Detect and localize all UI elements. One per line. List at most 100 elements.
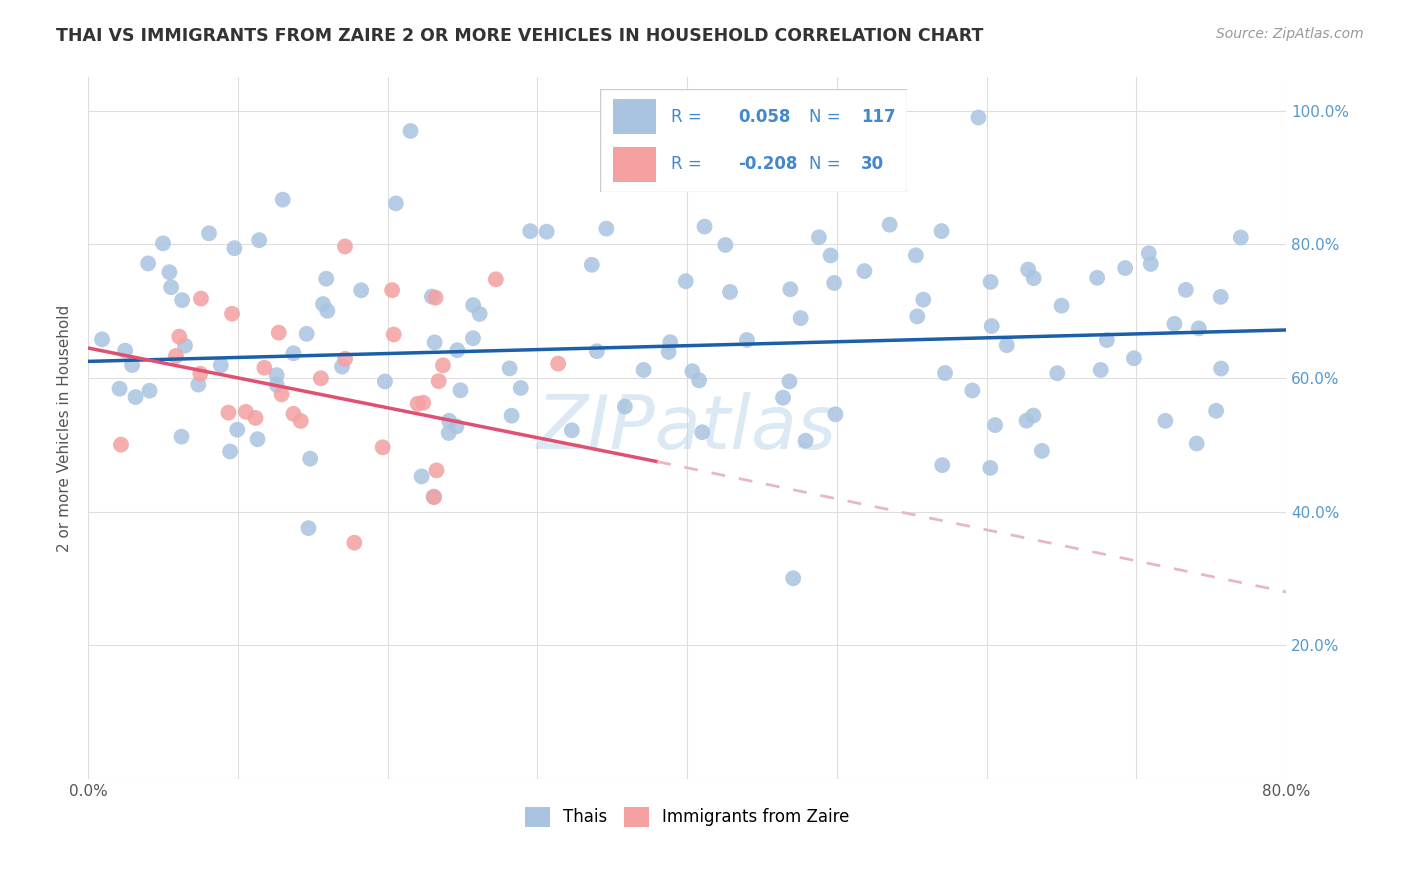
Point <box>536 225 558 239</box>
Point <box>1031 443 1053 458</box>
Point <box>437 425 460 440</box>
Point <box>382 327 405 342</box>
Point <box>904 248 927 262</box>
Point <box>1090 363 1112 377</box>
Point <box>995 338 1018 352</box>
Point <box>114 343 136 358</box>
Point <box>461 331 484 345</box>
Point <box>170 430 193 444</box>
Point <box>190 292 212 306</box>
Point <box>1137 246 1160 260</box>
Point <box>385 196 408 211</box>
Point <box>1015 414 1038 428</box>
Point <box>312 297 335 311</box>
Point <box>411 469 433 483</box>
Point <box>209 359 232 373</box>
Point <box>174 339 197 353</box>
Point <box>315 271 337 285</box>
Point <box>138 384 160 398</box>
Point <box>714 238 737 252</box>
Point <box>449 384 471 398</box>
Text: 0.058: 0.058 <box>738 108 790 126</box>
Point <box>778 375 800 389</box>
Text: N =: N = <box>808 108 841 126</box>
Point <box>399 124 422 138</box>
Point <box>824 407 846 421</box>
Text: 30: 30 <box>860 155 884 173</box>
Point <box>432 359 454 373</box>
Point <box>423 335 446 350</box>
Text: Source: ZipAtlas.com: Source: ZipAtlas.com <box>1216 27 1364 41</box>
Point <box>581 258 603 272</box>
Point <box>108 382 131 396</box>
Point <box>675 274 697 288</box>
Text: ZIPatlas: ZIPatlas <box>537 392 837 464</box>
Point <box>1163 317 1185 331</box>
Point <box>934 366 956 380</box>
Point <box>406 397 429 411</box>
Point <box>350 283 373 297</box>
Point <box>295 326 318 341</box>
Point <box>371 440 394 454</box>
Point <box>198 227 221 241</box>
Point <box>1022 409 1045 423</box>
Point <box>823 276 845 290</box>
Point <box>659 335 682 350</box>
Point <box>91 332 114 346</box>
Point <box>160 280 183 294</box>
Text: 117: 117 <box>860 108 896 126</box>
Bar <box>613 146 655 181</box>
Point <box>187 377 209 392</box>
Point <box>152 236 174 251</box>
Point <box>425 463 447 477</box>
Point <box>690 425 713 440</box>
Point <box>779 282 801 296</box>
Point <box>266 368 288 383</box>
Point <box>1022 271 1045 285</box>
Point <box>1095 333 1118 347</box>
Point <box>633 363 655 377</box>
Point <box>1139 257 1161 271</box>
Point <box>420 289 443 303</box>
Point <box>980 275 1002 289</box>
Point <box>188 367 211 381</box>
Point <box>246 432 269 446</box>
Text: R =: R = <box>671 108 702 126</box>
Point <box>1209 361 1232 376</box>
Point <box>1188 321 1211 335</box>
Point <box>167 329 190 343</box>
Point <box>967 111 990 125</box>
Point <box>485 272 508 286</box>
Point <box>425 291 447 305</box>
Point <box>931 458 953 472</box>
Point <box>658 345 681 359</box>
Point <box>782 571 804 585</box>
Point <box>283 407 305 421</box>
Point <box>1154 414 1177 428</box>
Point <box>374 375 396 389</box>
Point <box>247 233 270 247</box>
Point <box>297 521 319 535</box>
Point <box>879 218 901 232</box>
Point <box>271 193 294 207</box>
Point <box>343 535 366 549</box>
Point <box>446 419 468 434</box>
Point <box>561 423 583 437</box>
Point <box>245 411 267 425</box>
Point <box>853 264 876 278</box>
Point <box>270 387 292 401</box>
Point <box>217 406 239 420</box>
Point <box>412 395 434 409</box>
Bar <box>613 99 655 135</box>
Point <box>984 418 1007 433</box>
Point <box>381 283 404 297</box>
Point <box>735 333 758 347</box>
Point <box>772 391 794 405</box>
Point <box>121 358 143 372</box>
Point <box>681 364 703 378</box>
Point <box>595 221 617 235</box>
Point <box>509 381 531 395</box>
Text: THAI VS IMMIGRANTS FROM ZAIRE 2 OR MORE VEHICLES IN HOUSEHOLD CORRELATION CHART: THAI VS IMMIGRANTS FROM ZAIRE 2 OR MORE … <box>56 27 984 45</box>
Point <box>1017 262 1039 277</box>
Point <box>1230 230 1253 244</box>
